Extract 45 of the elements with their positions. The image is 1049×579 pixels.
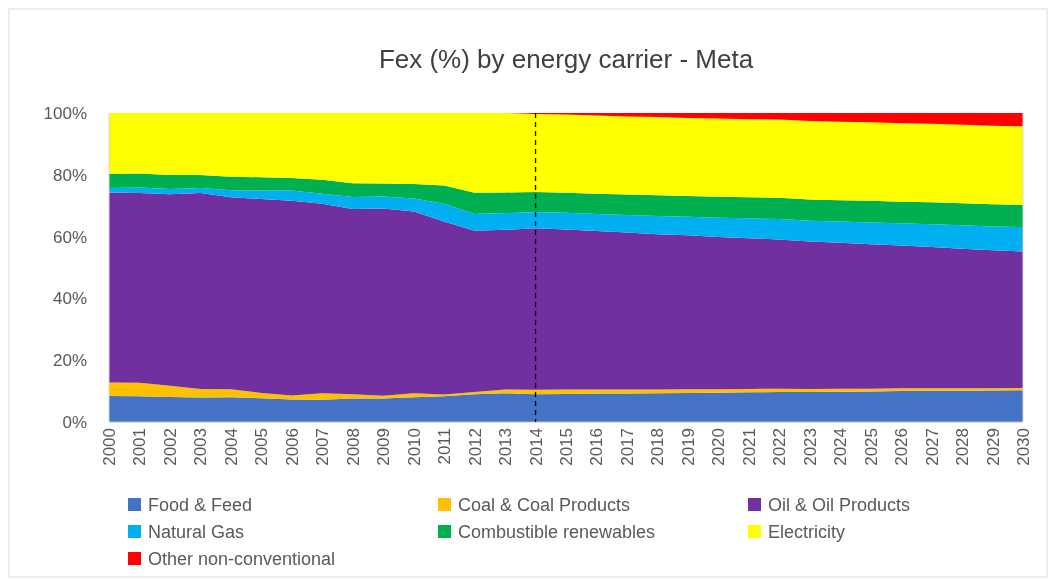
- x-tick-label: 2015: [557, 428, 576, 466]
- x-tick-label: 2006: [282, 428, 302, 466]
- x-tick-label: 2014: [526, 428, 546, 466]
- x-tick-label: 2001: [130, 428, 150, 466]
- x-tick-label: 2030: [1014, 428, 1033, 466]
- x-tick-label: 2013: [496, 428, 516, 466]
- chart-title: Fex (%) by energy carrier - Meta: [378, 44, 754, 74]
- x-tick-label: 2012: [465, 428, 485, 466]
- x-tick-label: 2019: [678, 428, 698, 466]
- x-tick-label: 2000: [100, 428, 119, 466]
- y-tick-label: 40%: [52, 289, 87, 309]
- x-tick-label: 2003: [191, 428, 211, 466]
- legend-label: Natural Gas: [148, 522, 245, 543]
- x-tick-label: 2028: [953, 428, 973, 466]
- x-tick-label: 2022: [770, 428, 790, 466]
- x-tick-label: 2029: [983, 428, 1003, 466]
- y-tick-label: 60%: [52, 227, 87, 247]
- legend-label: Combustible renewables: [458, 522, 656, 543]
- x-tick-label: 2009: [374, 428, 394, 466]
- x-tick-label: 2018: [648, 428, 668, 466]
- x-tick-label: 2002: [160, 428, 180, 466]
- x-tick-label: 2011: [435, 428, 455, 465]
- legend-label: Coal & Coal Products: [458, 495, 631, 516]
- x-tick-label: 2017: [617, 428, 637, 466]
- legend-label: Oil & Oil Products: [768, 495, 911, 516]
- x-tick-label: 2005: [252, 428, 272, 466]
- x-tick-label: 2024: [831, 428, 851, 466]
- y-tick-label: 20%: [52, 351, 87, 371]
- y-tick-label: 80%: [52, 165, 87, 185]
- x-tick-label: 2020: [709, 428, 729, 466]
- x-tick-label: 2004: [221, 428, 241, 466]
- legend-label: Food & Feed: [148, 495, 253, 516]
- x-tick-label: 2027: [922, 428, 942, 466]
- x-tick-label: 2023: [800, 428, 820, 466]
- x-tick-label: 2026: [892, 428, 912, 466]
- x-tick-label: 2016: [587, 428, 607, 466]
- x-tick-label: 2025: [861, 428, 881, 466]
- x-tick-label: 2007: [313, 428, 333, 466]
- x-tick-label: 2021: [739, 428, 759, 466]
- x-tick-label: 2010: [404, 428, 424, 466]
- legend-label: Other non-conventional: [148, 549, 336, 570]
- legend-label: Electricity: [768, 522, 846, 543]
- x-tick-label: 2008: [343, 428, 363, 466]
- y-tick-label: 100%: [43, 103, 87, 123]
- y-tick-label: 0%: [62, 412, 87, 432]
